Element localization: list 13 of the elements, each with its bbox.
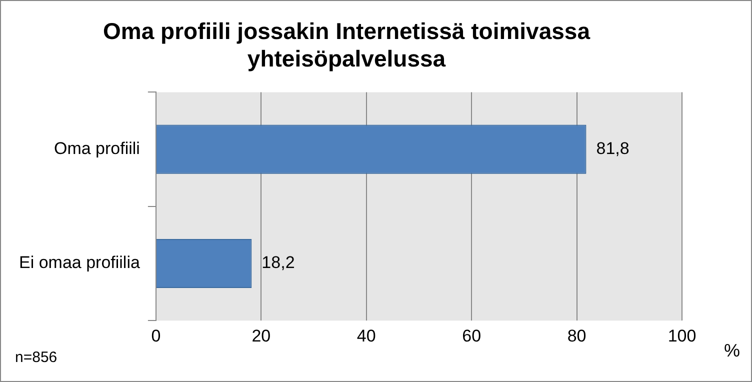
chart-title: Oma profiili jossakin Internetissä toimivassa yhteisöpalvelussa	[102, 18, 590, 72]
x-tick-label: 40	[356, 326, 376, 346]
data-label: 18,2	[262, 253, 295, 272]
data-label: 81,8	[596, 138, 630, 158]
x-tick-label: 60	[462, 326, 482, 346]
x-axis-title: %	[724, 340, 740, 361]
x-tick-label: 80	[567, 326, 586, 346]
y-tick-label: Ei omaa profiilia	[18, 253, 140, 272]
x-tick-label: 20	[252, 326, 271, 346]
text: n=856	[15, 349, 58, 366]
x-tick-label: 100	[668, 326, 696, 346]
x-tick-label: 0	[151, 326, 161, 346]
y-tick-label: Oma profiili	[54, 138, 140, 158]
